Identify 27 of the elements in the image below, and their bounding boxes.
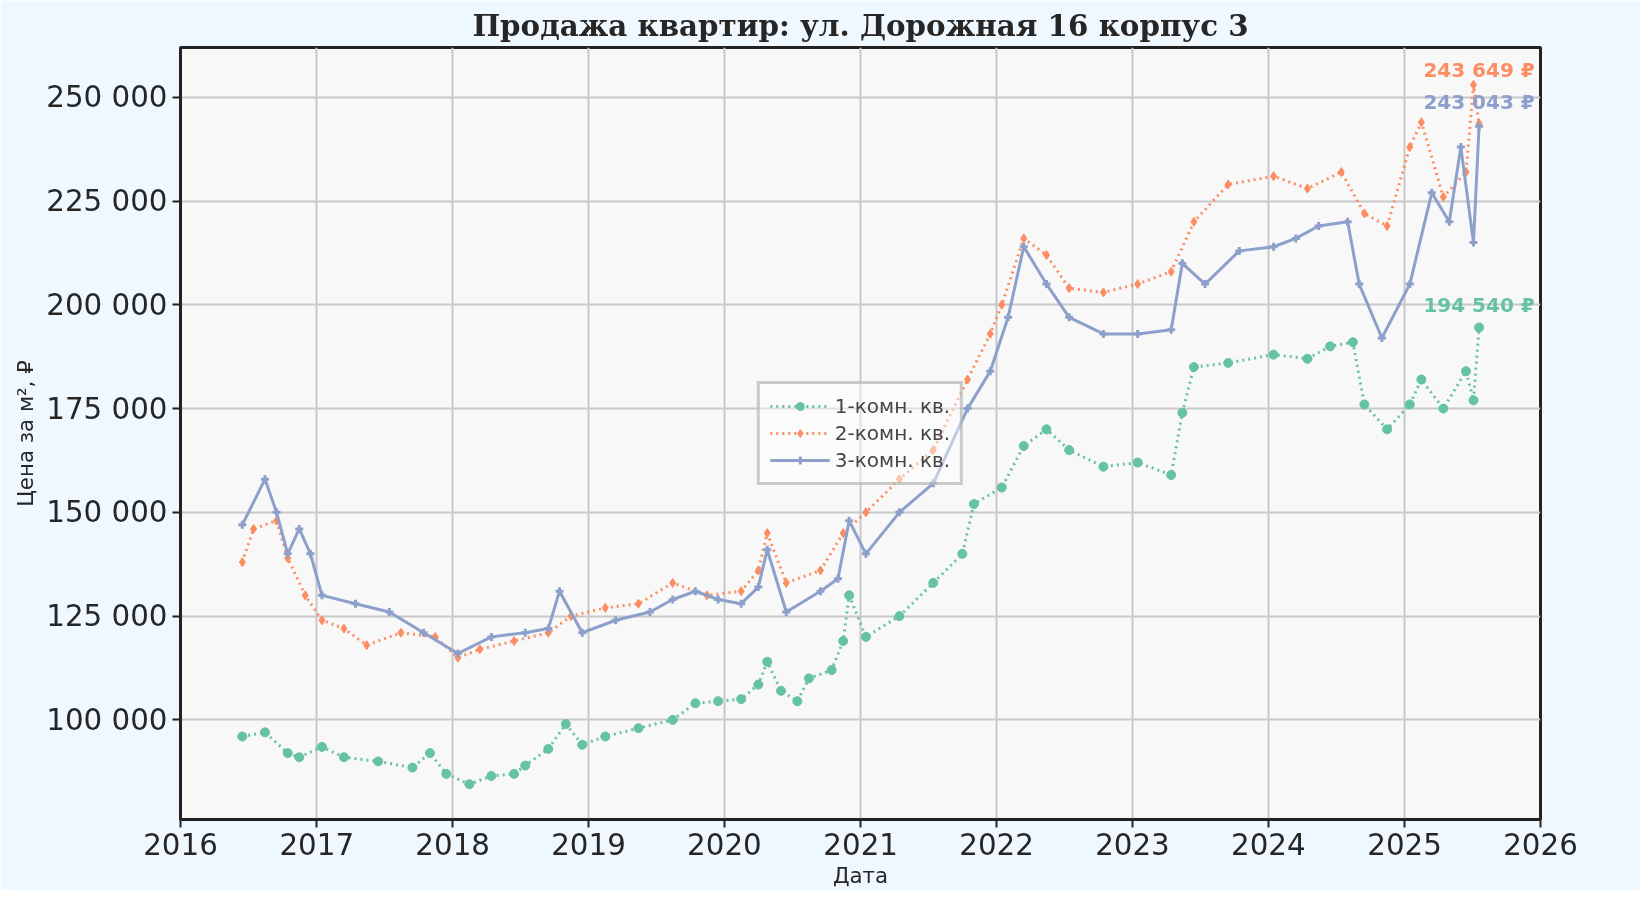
y-tick-label: 125 000: [46, 599, 168, 634]
x-tick-label: 2019: [551, 827, 626, 862]
x-tick-label: 2024: [1231, 827, 1306, 862]
chart-title: Продажа квартир: ул. Дорожная 16 корпус 3: [472, 7, 1249, 43]
x-axis-title: Дата: [832, 862, 889, 888]
y-tick-label: 200 000: [46, 287, 168, 322]
annotation: 194 540 ₽: [1423, 293, 1535, 318]
x-tick-label: 2018: [415, 827, 490, 862]
x-tick-label: 2017: [279, 827, 355, 862]
x-tick-label: 2022: [959, 827, 1034, 862]
y-tick-label: 225 000: [46, 184, 168, 219]
legend-label: 3-комн. кв.: [834, 448, 951, 472]
y-tick-label: 150 000: [46, 495, 168, 530]
legend-label: 1-комн. кв.: [834, 394, 951, 418]
x-tick-label: 2020: [687, 827, 762, 862]
x-tick-label: 2016: [143, 827, 218, 862]
x-tick-label: 2026: [1503, 827, 1578, 862]
y-tick-label: 100 000: [46, 702, 168, 737]
x-tick-label: 2023: [1095, 827, 1170, 862]
annotation: 243 043 ₽: [1423, 90, 1535, 115]
legend-label: 2-комн. кв.: [834, 421, 951, 445]
x-tick-label: 2021: [823, 827, 899, 862]
annotation: 243 649 ₽: [1423, 57, 1535, 82]
y-axis-title: Цена за м², ₽: [13, 360, 39, 507]
y-tick-label: 175 000: [46, 391, 168, 426]
y-tick-label: 250 000: [46, 80, 168, 115]
x-tick-label: 2025: [1367, 827, 1442, 862]
